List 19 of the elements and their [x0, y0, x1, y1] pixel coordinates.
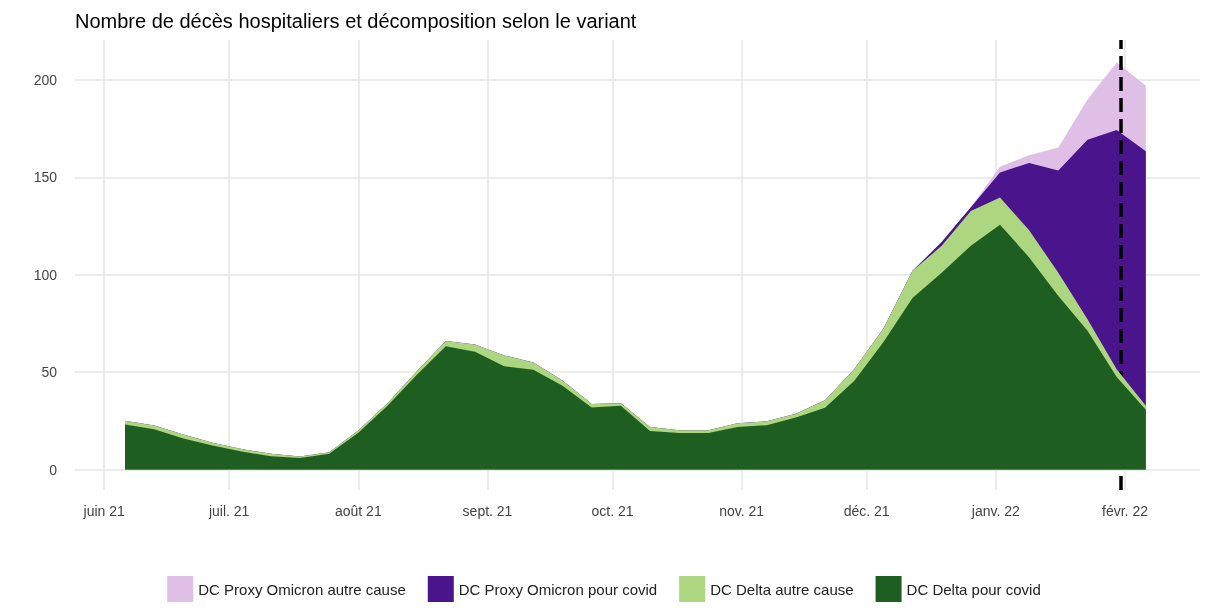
x-tick-label: août 21: [334, 503, 382, 519]
y-tick-label: 200: [33, 71, 58, 88]
legend-label: DC Delta autre cause: [710, 580, 854, 598]
x-tick-label: oct. 21: [591, 503, 634, 519]
x-tick-label: déc. 21: [843, 503, 890, 519]
x-tick-label: juil. 21: [207, 503, 250, 519]
y-tick-label: 50: [41, 364, 58, 381]
x-tick-label: févr. 22: [1102, 503, 1149, 519]
y-tick-label: 150: [33, 169, 58, 186]
chart-title: Nombre de décès hospitaliers et décomposition selon le variant: [75, 10, 637, 32]
x-tick-label: sept. 21: [462, 503, 513, 519]
x-tick-label: nov. 21: [719, 503, 765, 519]
legend-label: DC Proxy Omicron pour covid: [458, 580, 658, 598]
legend-label: DC Proxy Omicron autre cause: [198, 580, 406, 598]
x-tick-label: janv. 22: [970, 503, 1021, 519]
y-tick-label: 0: [49, 461, 58, 478]
legend-label: DC Delta pour covid: [906, 580, 1041, 598]
y-tick-label: 100: [33, 266, 58, 283]
x-tick-label: juin 21: [82, 503, 125, 519]
